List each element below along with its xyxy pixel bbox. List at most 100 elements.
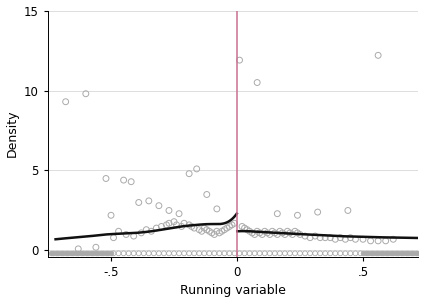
Point [67,251,74,256]
Point [50,251,56,256]
Point [297,232,304,237]
Point [115,229,122,234]
Point [153,226,160,231]
Point [125,251,132,256]
Point [128,179,134,184]
Point [47,251,54,256]
Point [221,227,228,232]
Point [352,237,359,242]
Point [269,229,276,234]
Point [213,229,220,234]
Point [307,251,313,256]
Point [92,251,99,256]
Point [166,208,173,213]
Point [62,99,69,104]
Point [123,232,129,237]
Point [292,229,298,234]
Point [407,251,414,256]
Point [301,234,308,238]
Point [344,208,351,213]
Point [382,238,389,243]
Point [135,251,142,256]
Point [360,237,366,242]
Point [241,251,248,256]
Point [254,229,261,234]
Point [170,219,177,224]
Point [292,251,298,256]
Point [390,237,396,242]
Point [60,251,67,256]
Point [85,251,92,256]
Point [297,251,304,256]
Point [352,251,359,256]
Point [181,221,187,226]
Point [397,251,404,256]
Point [156,251,162,256]
Point [145,251,152,256]
Point [413,251,419,256]
Point [282,251,288,256]
Point [301,251,308,256]
Point [244,227,251,232]
Point [337,251,344,256]
Point [415,251,422,256]
Point [261,251,268,256]
Point [294,213,301,218]
Point [108,251,114,256]
Point [347,251,354,256]
Point [271,231,278,235]
Point [259,232,265,237]
Point [70,251,77,256]
Point [186,222,192,227]
Point [261,229,268,234]
Point [73,251,79,256]
Point [382,251,389,256]
Point [103,251,109,256]
Point [266,232,273,237]
Point [236,251,243,256]
Point [226,251,233,256]
Point [170,251,177,256]
Point [266,251,273,256]
Point [78,251,84,256]
Point [148,229,155,234]
Point [166,251,173,256]
Point [254,80,261,85]
Point [204,227,210,232]
Point [380,251,387,256]
Point [92,245,99,250]
Point [135,200,142,205]
Point [138,231,145,235]
Point [287,251,293,256]
Point [151,251,157,256]
Point [100,251,107,256]
Point [314,210,321,215]
Point [115,251,122,256]
Point [130,234,137,238]
Point [178,224,185,229]
Point [213,206,220,211]
Point [307,235,313,240]
Point [90,251,97,256]
Point [140,251,147,256]
Point [82,91,89,96]
Point [186,251,192,256]
Point [317,235,324,240]
Point [367,251,374,256]
Point [312,251,318,256]
Point [322,235,329,240]
Point [327,235,334,240]
Point [231,251,238,256]
Point [198,229,205,234]
Point [108,213,114,218]
Point [191,226,198,231]
Point [342,237,349,242]
Point [158,224,165,229]
Point [405,251,412,256]
Point [191,251,198,256]
Point [161,251,167,256]
Point [75,246,82,251]
Point [284,229,291,234]
Point [87,251,94,256]
Point [52,251,59,256]
